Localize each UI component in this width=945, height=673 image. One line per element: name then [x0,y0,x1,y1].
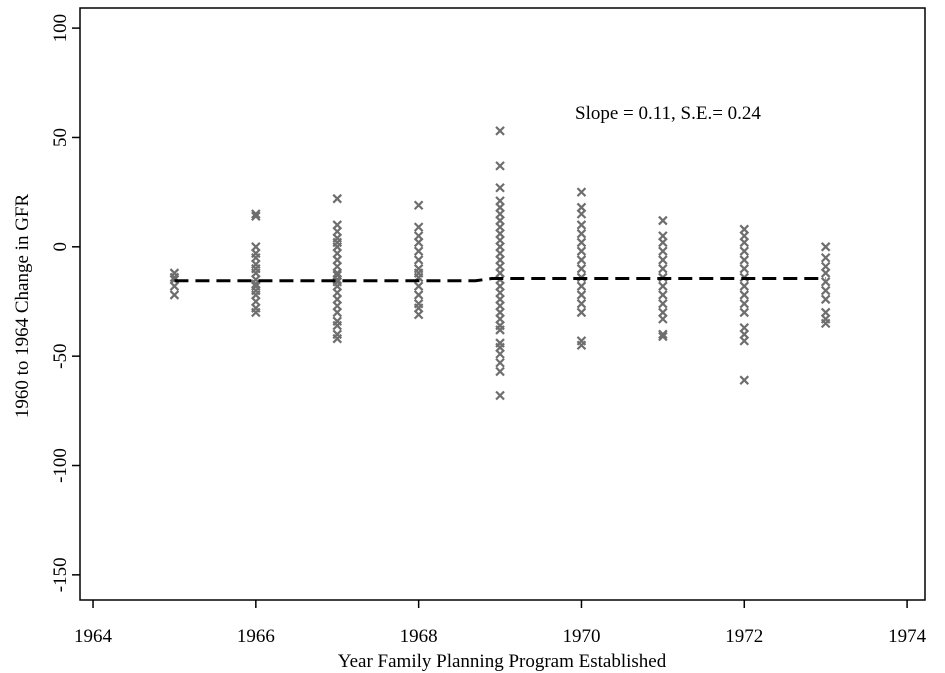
point [495,325,505,335]
point [332,320,343,331]
point [413,281,424,291]
point [820,294,831,305]
point [820,252,831,263]
point [413,222,424,232]
point [169,290,180,300]
point [576,281,587,291]
point [413,309,424,320]
point [739,375,750,385]
point [658,237,668,248]
point [251,307,261,318]
point [251,211,261,221]
point [739,237,750,248]
point [739,255,750,265]
point [495,349,505,359]
point [820,285,831,296]
point [658,298,668,309]
y-tick-label: -150 [50,557,71,592]
point [332,333,343,344]
x-tick-label: 1972 [725,626,763,647]
x-axis-label: Year Family Planning Program Established [338,651,667,672]
point [413,246,424,256]
y-tick-label: 100 [50,14,71,43]
point [820,242,831,252]
point [576,298,587,309]
point [413,268,424,278]
point [658,290,668,300]
point [576,263,587,274]
point [495,182,505,193]
point [251,248,261,259]
point [739,336,750,346]
point [413,290,424,300]
point [413,237,424,248]
y-axis-label: 1960 to 1964 Change in GFR [12,194,33,419]
x-tick-label: 1974 [888,626,927,647]
point [658,314,668,324]
point [739,246,750,256]
fit-line [174,277,826,283]
y-tick-label: -100 [50,448,71,483]
point [658,331,668,342]
point [495,338,505,348]
point [820,268,831,278]
y-tick-label: -50 [50,343,71,368]
point [576,228,587,239]
x-tick-label: 1964 [74,626,113,647]
point [658,215,668,226]
point [658,263,668,274]
point [251,209,261,219]
point [576,237,587,248]
y-tick-label: 0 [50,242,71,252]
point [576,307,587,318]
point [820,277,831,287]
point [739,263,750,274]
point [658,246,668,256]
point [495,390,505,401]
point [576,290,587,300]
point [495,161,505,171]
point [495,126,505,136]
x-tick-label: 1966 [237,626,275,647]
point [413,200,424,211]
plot-frame [79,7,926,601]
y-tick-label: 50 [50,128,71,147]
point [495,357,505,368]
point [413,255,424,265]
point [169,281,180,291]
point [739,307,750,318]
point [332,193,343,204]
annotation: Slope = 0.11, S.E.= 0.24 [575,103,761,124]
point [658,281,668,291]
point [332,277,343,287]
point [658,255,668,265]
point [576,209,587,219]
x-tick-label: 1970 [562,626,600,647]
point [576,187,587,197]
point [739,298,750,309]
point [739,281,750,291]
point [820,318,831,329]
point [576,246,587,256]
point [332,307,343,318]
point [739,290,750,300]
point [495,366,505,377]
point [576,220,587,230]
point [658,329,668,340]
point [576,255,587,265]
x-tick-label: 1968 [400,626,438,647]
point [576,340,587,351]
